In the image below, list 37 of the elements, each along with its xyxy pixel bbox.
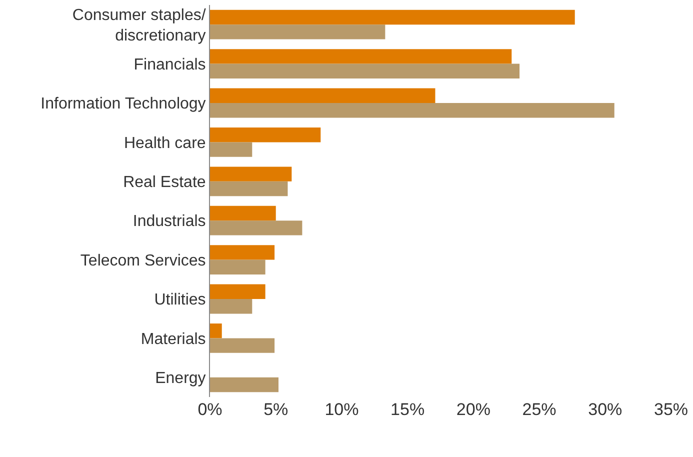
bar	[210, 338, 275, 353]
x-tick-label: 0%	[198, 400, 222, 419]
y-tick-label: Financials	[134, 56, 206, 74]
y-tick-label: Consumer staples/ discretionary	[72, 6, 206, 45]
y-tick-label: Materials	[140, 330, 206, 348]
y-tick-label: Energy	[155, 370, 206, 387]
bar	[210, 245, 275, 260]
y-tick-label: Health care	[124, 134, 206, 152]
x-tick-label: 20%	[456, 400, 490, 419]
bar	[210, 88, 436, 103]
bar	[210, 299, 252, 314]
bar	[210, 128, 321, 142]
bar	[210, 206, 276, 221]
bar	[210, 220, 302, 236]
bar	[210, 260, 266, 274]
bar	[210, 377, 278, 392]
bar	[210, 166, 292, 182]
y-tick-label: Telecom Services	[80, 252, 206, 270]
bar	[210, 324, 222, 338]
bar	[210, 24, 386, 40]
x-tick-label: 10%	[324, 400, 359, 419]
x-tick-label: 30%	[588, 400, 622, 419]
bar	[210, 284, 266, 299]
bar	[210, 10, 575, 25]
bar	[210, 64, 520, 78]
y-tick-label: Utilities	[154, 292, 206, 309]
y-tick-label: Information Technology	[40, 96, 206, 113]
bar	[210, 49, 512, 64]
bar	[210, 142, 252, 157]
x-tick-label: 25%	[522, 400, 556, 419]
x-tick-label: 15%	[390, 400, 425, 419]
bar	[210, 103, 614, 118]
bar	[210, 181, 288, 196]
x-tick-label: 35%	[654, 400, 688, 419]
y-tick-label: Real Estate	[123, 174, 206, 191]
x-tick-label: 5%	[264, 400, 288, 419]
y-tick-label: Industrials	[132, 213, 206, 230]
